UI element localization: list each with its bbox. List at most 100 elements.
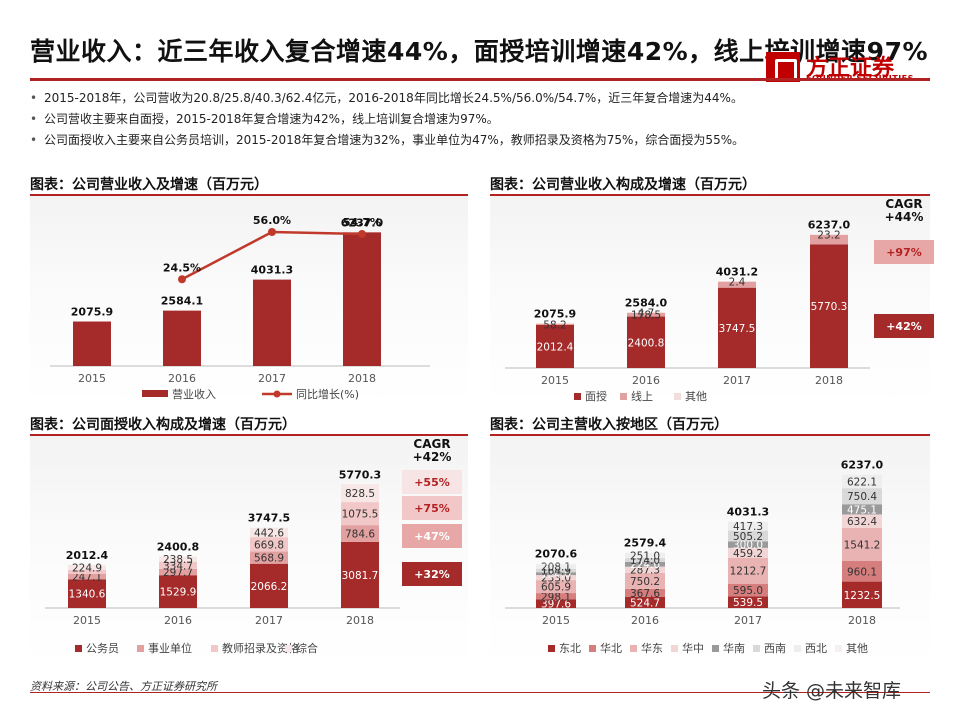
segment-label: 233.0 <box>541 573 571 585</box>
data-source: 资料来源：公司公告、方正证券研究所 <box>30 680 217 693</box>
legend-swatch-point <box>273 390 281 398</box>
segment-label: 224.6 <box>630 559 660 571</box>
x-tick-label: 2017 <box>255 614 283 627</box>
legend-label: 综合 <box>296 641 318 655</box>
summary-bullets: 2015-2018年，公司营收为20.8/25.8/40.3/62.4亿元，20… <box>30 88 930 151</box>
bar-revenue <box>163 310 201 366</box>
segment-label: 2400.8 <box>628 337 665 349</box>
stack-segment <box>625 561 665 567</box>
segment-label: 784.6 <box>345 529 375 541</box>
segment-label: 334.7 <box>163 560 193 572</box>
header-divider <box>30 78 930 81</box>
growth-point <box>178 275 186 284</box>
legend-label: 华南 <box>723 641 745 655</box>
x-tick-label: 2015 <box>73 614 101 627</box>
cagr-value: +75% <box>414 502 450 515</box>
bar-value-label: 2584.1 <box>161 295 203 308</box>
x-tick-label: 2018 <box>848 614 876 627</box>
panel-background <box>30 436 468 666</box>
x-tick-label: 2016 <box>164 614 192 627</box>
legend-swatch <box>75 645 82 652</box>
segment-label: 539.5 <box>733 597 763 609</box>
legend-label: 其他 <box>846 642 868 655</box>
segment-label: 1340.6 <box>69 589 106 601</box>
segment-label: 505.2 <box>733 531 763 543</box>
cagr-box <box>402 496 462 520</box>
segment-label: 297.7 <box>163 567 193 579</box>
bullet-item: 公司营收主要来自面授，2015-2018年复合增速为42%，线上培训复合增速为9… <box>30 109 930 130</box>
segment-label: 238.5 <box>163 554 193 566</box>
cagr-value: +97% <box>886 246 922 259</box>
legend-label: 华北 <box>600 641 622 655</box>
legend-label: 面授 <box>585 389 607 403</box>
logo-mark-icon <box>766 52 800 82</box>
legend-label: 华中 <box>682 641 704 655</box>
segment-label: 595.0 <box>733 585 763 597</box>
legend-swatch <box>620 393 627 400</box>
stack-segment <box>625 588 665 597</box>
segment-label: 2012.4 <box>537 341 574 353</box>
stack-segment <box>68 573 106 580</box>
legend-swatch <box>548 645 555 652</box>
x-tick-label: 2016 <box>631 614 659 627</box>
stack-segment <box>842 488 882 505</box>
panel-divider <box>490 434 930 436</box>
stack-segment <box>728 541 768 548</box>
segment-label: 287.3 <box>630 565 660 577</box>
segment-label: 1541.2 <box>844 540 881 552</box>
legend-swatch <box>794 645 801 652</box>
stack-segment <box>627 312 665 317</box>
segment-label: 224.9 <box>72 562 102 574</box>
segment-label: 1212.7 <box>730 566 767 578</box>
segment-label: 828.5 <box>345 488 375 500</box>
growth-point <box>268 228 276 236</box>
legend-label: 同比增长(%) <box>296 387 359 401</box>
stack-segment <box>718 281 756 288</box>
total-label: 6237.0 <box>808 218 851 231</box>
stack-segment <box>159 568 197 576</box>
total-label: 5770.3 <box>339 468 381 481</box>
cagr-title: CAGR <box>413 437 450 451</box>
panel-background <box>490 196 930 406</box>
panel-divider <box>30 194 468 196</box>
x-tick-label: 2016 <box>168 372 196 385</box>
x-tick-label: 2015 <box>541 374 569 387</box>
legend-label: 公务员 <box>86 642 119 655</box>
stack-segment <box>341 502 379 526</box>
stack-segment <box>728 521 768 531</box>
stack-segment <box>536 593 576 600</box>
segment-label: 3081.7 <box>342 570 379 582</box>
segment-label: 417.3 <box>733 521 763 533</box>
stack-segment <box>842 514 882 528</box>
segment-label: 632.4 <box>847 516 877 528</box>
segment-label: 750.2 <box>630 576 660 588</box>
stack-segment <box>159 575 197 608</box>
x-tick-label: 2015 <box>78 372 106 385</box>
stack-segment <box>728 530 768 542</box>
stack-segment <box>68 569 106 574</box>
bar-value-label: 6237.0 <box>341 216 384 229</box>
stack-segment <box>842 561 882 582</box>
x-tick-label: 2016 <box>632 374 660 387</box>
x-tick-label: 2018 <box>815 374 843 387</box>
stack-segment <box>250 551 288 564</box>
stack-segment <box>250 563 288 608</box>
stack-segment <box>536 323 574 325</box>
segment-label: 300.0 <box>733 540 763 552</box>
growth-label: 24.5% <box>163 261 201 274</box>
x-tick-label: 2018 <box>348 372 376 385</box>
composition-chart: 2012.458.22075.920152400.8178.54.72584.0… <box>505 197 934 403</box>
stack-segment <box>728 596 768 608</box>
segment-label: 298.1 <box>541 591 571 603</box>
stack-segment <box>625 552 665 559</box>
total-label: 4031.3 <box>727 506 769 519</box>
total-label: 2012.4 <box>66 549 109 562</box>
stack-segment <box>718 287 756 368</box>
legend-label: 线上 <box>631 389 653 403</box>
stack-segment <box>341 541 379 608</box>
stack-segment <box>842 581 882 608</box>
legend-label: 教师招录及资格 <box>222 641 299 655</box>
segment-label: 1075.5 <box>342 509 379 521</box>
legend-label: 东北 <box>559 642 581 655</box>
